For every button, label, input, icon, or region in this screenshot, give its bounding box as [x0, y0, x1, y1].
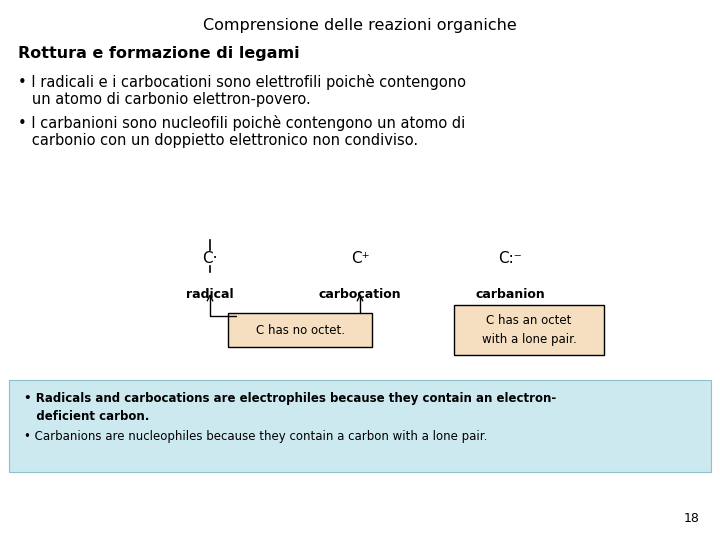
Text: • I radicali e i carbocationi sono elettrofili poichè contengono: • I radicali e i carbocationi sono elett… — [18, 74, 466, 90]
Text: carbonio con un doppietto elettronico non condiviso.: carbonio con un doppietto elettronico no… — [18, 133, 418, 148]
Text: radical: radical — [186, 288, 234, 301]
FancyBboxPatch shape — [228, 313, 372, 347]
Text: C·: C· — [202, 251, 217, 266]
Text: • Radicals and carbocations are electrophiles because they contain an electron-: • Radicals and carbocations are electrop… — [24, 392, 557, 405]
Text: C has no octet.: C has no octet. — [256, 323, 344, 336]
Text: • Carbanions are nucleophiles because they contain a carbon with a lone pair.: • Carbanions are nucleophiles because th… — [24, 430, 487, 443]
Text: with a lone pair.: with a lone pair. — [482, 333, 577, 346]
Text: carbocation: carbocation — [319, 288, 401, 301]
Text: • I carbanioni sono nucleofili poichè contengono un atomo di: • I carbanioni sono nucleofili poichè co… — [18, 115, 465, 131]
Text: Comprensione delle reazioni organiche: Comprensione delle reazioni organiche — [203, 18, 517, 33]
Text: 18: 18 — [684, 512, 700, 525]
Text: C has an octet: C has an octet — [486, 314, 572, 327]
Text: Rottura e formazione di legami: Rottura e formazione di legami — [18, 46, 300, 61]
FancyBboxPatch shape — [454, 305, 603, 355]
Text: carbanion: carbanion — [475, 288, 545, 301]
Text: deficient carbon.: deficient carbon. — [24, 410, 149, 423]
Text: C⁺: C⁺ — [351, 251, 369, 266]
Text: C:⁻: C:⁻ — [498, 251, 522, 266]
Text: un atomo di carbonio elettron-povero.: un atomo di carbonio elettron-povero. — [18, 92, 311, 107]
FancyBboxPatch shape — [9, 380, 711, 472]
